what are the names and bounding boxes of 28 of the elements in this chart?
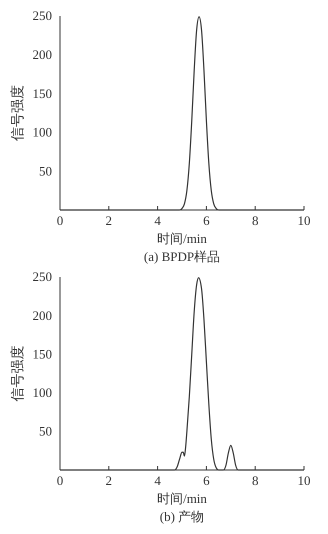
y-tick-label: 250 <box>32 8 52 24</box>
x-tick-label: 2 <box>106 473 112 488</box>
x-tick-label: 4 <box>154 213 162 228</box>
x-tick-label: 8 <box>252 473 258 488</box>
x-tick-label: 10 <box>298 473 310 488</box>
x-tick-label: 6 <box>203 473 210 488</box>
y-axis-title: 信号强度 <box>10 346 26 402</box>
x-tick-label: 4 <box>154 473 162 488</box>
x-tick-label: 0 <box>56 473 64 488</box>
x-axis-title: 时间/min <box>157 231 208 246</box>
x-tick-label: 6 <box>203 213 210 228</box>
y-tick-label: 50 <box>39 163 52 178</box>
y-tick-label: 100 <box>32 124 52 140</box>
x-tick-label: 8 <box>252 213 258 228</box>
y-axis-title: 信号强度 <box>10 85 26 141</box>
x-tick-label: 2 <box>106 213 112 228</box>
y-tick-label: 200 <box>32 46 52 62</box>
y-tick-label: 250 <box>32 269 52 284</box>
text: (a) BPDP样品 <box>144 249 220 264</box>
x-tick-label: 10 <box>298 213 310 228</box>
text: (b) 产物 <box>160 509 204 524</box>
y-tick-label: 150 <box>32 86 52 101</box>
x-axis-title: 时间/min <box>157 491 208 506</box>
y-tick-label: 50 <box>39 424 52 439</box>
x-tick-label: 0 <box>56 213 64 228</box>
y-tick-label: 200 <box>32 308 52 323</box>
y-tick-label: 150 <box>32 346 52 362</box>
y-tick-label: 100 <box>32 384 52 400</box>
